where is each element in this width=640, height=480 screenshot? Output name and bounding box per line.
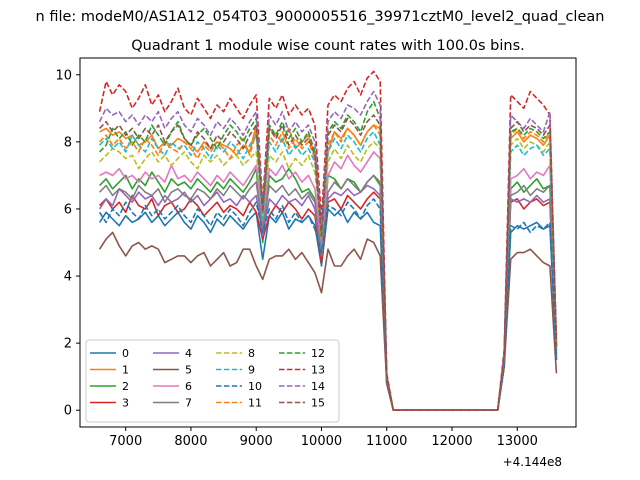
legend-label-5: 5 — [185, 364, 192, 377]
legend-label-12: 12 — [311, 347, 325, 360]
legend-label-9: 9 — [248, 364, 255, 377]
x-axis-offset-label: +4.144e8 — [503, 455, 562, 469]
series-lines — [98, 70, 558, 412]
legend-frame — [85, 339, 340, 423]
y-tick-label: 2 — [64, 337, 72, 352]
legend-label-0: 0 — [122, 347, 129, 360]
legend-label-8: 8 — [248, 347, 255, 360]
x-tick-label: 12000 — [431, 434, 472, 449]
figure-suptitle: n file: modeM0/AS1A12_054T03_9000005516_… — [36, 9, 605, 25]
x-tick-label: 11000 — [366, 434, 407, 449]
x-tick-label: 13000 — [497, 434, 538, 449]
y-tick-label: 0 — [64, 404, 72, 419]
legend-label-4: 4 — [185, 347, 192, 360]
legend-label-11: 11 — [248, 397, 262, 410]
y-tick-label: 6 — [64, 202, 72, 217]
legend-label-13: 13 — [311, 364, 325, 377]
y-tick-label: 4 — [64, 270, 72, 285]
legend-label-15: 15 — [311, 397, 325, 410]
legend-label-3: 3 — [122, 397, 129, 410]
legend-label-1: 1 — [122, 364, 129, 377]
x-tick-label: 9000 — [240, 434, 273, 449]
axes-spines — [79, 57, 577, 428]
legend-label-7: 7 — [185, 397, 192, 410]
x-tick-label: 8000 — [174, 434, 207, 449]
series-line-13 — [98, 70, 558, 412]
x-tick-label: 7000 — [109, 434, 142, 449]
y-tick-label: 10 — [55, 68, 72, 83]
y-tick-label: 8 — [64, 135, 72, 150]
legend-label-10: 10 — [248, 380, 262, 393]
axes-frame — [79, 57, 577, 428]
legend-label-6: 6 — [185, 380, 192, 393]
legend-label-14: 14 — [311, 380, 325, 393]
x-tick-label: 10000 — [301, 434, 342, 449]
chart-title: Quadrant 1 module wise count rates with … — [131, 38, 525, 54]
series-line-15 — [99, 114, 558, 412]
legend-label-2: 2 — [122, 380, 129, 393]
